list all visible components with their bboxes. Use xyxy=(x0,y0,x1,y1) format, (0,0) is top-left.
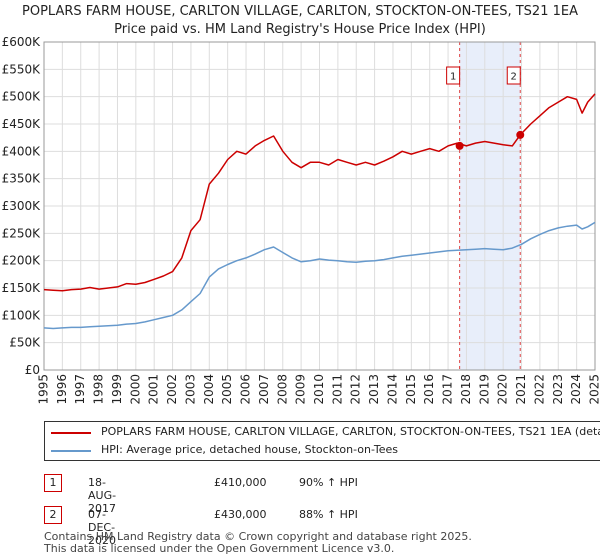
y-tick-label: £200K xyxy=(2,254,42,268)
x-tick-label: 1996 xyxy=(55,374,69,405)
sale-badge-label: 2 xyxy=(511,72,517,83)
transaction-badge: 1 xyxy=(44,474,62,492)
x-tick-label: 2023 xyxy=(551,374,565,405)
x-tick-label: 2013 xyxy=(367,374,381,405)
x-tick-label: 2008 xyxy=(275,374,289,405)
x-tick-label: 2021 xyxy=(514,374,528,405)
y-tick-label: £450K xyxy=(2,117,42,131)
y-tick-label: £0 xyxy=(25,363,40,377)
x-tick-label: 2006 xyxy=(239,374,253,405)
y-tick-label: £500K xyxy=(2,90,42,104)
y-tick-label: £150K xyxy=(2,281,42,295)
x-tick-label: 2010 xyxy=(312,374,326,405)
transaction-date: 18-AUG-2017 xyxy=(88,476,117,515)
transaction-price: £410,000 xyxy=(214,476,267,489)
y-tick-label: £550K xyxy=(2,62,42,76)
footer-copyright: Contains HM Land Registry data © Crown c… xyxy=(44,530,472,543)
x-tick-label: 2005 xyxy=(220,374,234,405)
transaction-badge: 2 xyxy=(44,506,62,524)
legend-label-hpi: HPI: Average price, detached house, Stoc… xyxy=(101,443,399,456)
x-tick-label: 2017 xyxy=(441,374,455,405)
y-tick-label: £400K xyxy=(2,144,42,158)
y-tick-label: £600K xyxy=(2,35,42,49)
plot-frame xyxy=(43,41,596,371)
x-tick-label: 2007 xyxy=(257,374,271,405)
sale-badge xyxy=(506,66,521,85)
x-tick-label: 2000 xyxy=(128,374,142,405)
y-tick-label: £100K xyxy=(2,308,42,322)
hpi-line xyxy=(43,221,596,330)
legend-swatch-hpi xyxy=(51,450,91,452)
x-tick-label: 2014 xyxy=(385,374,399,405)
chart-title: POPLARS FARM HOUSE, CARLTON VILLAGE, CAR… xyxy=(22,4,578,19)
transaction-date: 07-DEC-2020 xyxy=(88,508,116,547)
transaction-hpi: 90% ↑ HPI xyxy=(299,476,358,489)
x-tick-label: 1998 xyxy=(92,374,106,405)
x-tick-label: 2003 xyxy=(183,374,197,405)
x-tick-label: 2001 xyxy=(147,374,161,405)
x-tick-label: 2018 xyxy=(459,374,473,405)
x-tick-label: 2019 xyxy=(477,374,491,405)
legend-swatch-property xyxy=(51,432,91,434)
legend-label-property: POPLARS FARM HOUSE, CARLTON VILLAGE, CAR… xyxy=(101,425,600,438)
chart-subtitle: Price paid vs. HM Land Registry's House … xyxy=(114,22,486,37)
property-price-line xyxy=(43,93,596,292)
x-tick-label: 2022 xyxy=(532,374,546,405)
y-tick-label: £250K xyxy=(2,226,42,240)
x-tick-label: 1999 xyxy=(110,374,124,405)
x-tick-label: 2009 xyxy=(294,374,308,405)
sale-badge xyxy=(446,66,461,85)
y-tick-label: £50K xyxy=(9,336,41,350)
x-tick-label: 2024 xyxy=(569,374,583,405)
price-chart: £0 £50K £100K £150K £200K £250K £300K £350K £400… xyxy=(2,35,600,405)
x-tick-label: 2015 xyxy=(404,374,418,405)
x-tick-label: 2012 xyxy=(349,374,363,405)
sale-point xyxy=(516,130,525,139)
x-tick-label: 1995 xyxy=(37,374,51,405)
x-tick-label: 2025 xyxy=(588,374,600,405)
sale-badge-label: 1 xyxy=(450,72,456,83)
y-tick-label: £350K xyxy=(2,172,42,186)
y-tick-label: £300K xyxy=(2,199,42,213)
x-tick-label: 2011 xyxy=(330,374,344,405)
legend: POPLARS FARM HOUSE, CARLTON VILLAGE, CAR… xyxy=(44,421,600,461)
x-tick-label: 2004 xyxy=(202,374,216,405)
x-tick-label: 2016 xyxy=(422,374,436,405)
transaction-hpi: 88% ↑ HPI xyxy=(299,508,358,521)
x-tick-label: 2002 xyxy=(165,374,179,405)
x-tick-label: 1997 xyxy=(73,374,87,405)
sale-point xyxy=(455,141,464,150)
x-tick-label: 2020 xyxy=(496,374,510,405)
transaction-price: £430,000 xyxy=(214,508,267,521)
footer-licence: This data is licensed under the Open Gov… xyxy=(44,542,395,555)
